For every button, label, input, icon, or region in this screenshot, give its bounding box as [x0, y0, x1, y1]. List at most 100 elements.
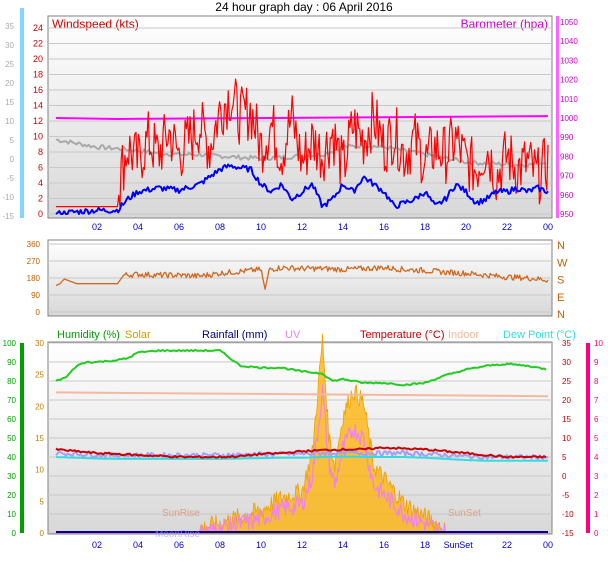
barometer-tick-label: 980 [560, 152, 574, 161]
wind-x-tick-label: 06 [174, 222, 184, 232]
lower-x-tick-label: 22 [502, 540, 512, 550]
lower-x-axis: 02 04 06 08 10 12 14 16 18 Sun Set 22 00 [92, 540, 553, 550]
wind-outer-tick-label: 5 [10, 136, 15, 145]
humidity-tick-label: 30 [7, 472, 16, 481]
wind-x-tick-label: 22 [502, 222, 512, 232]
sunrise-annotation: SunRise [162, 508, 200, 519]
barometer-tick-label: 1030 [560, 56, 578, 65]
rainfall-tick-label: 25 [35, 371, 44, 380]
rainfall-tick-label: 30 [35, 339, 44, 348]
temperature-tick-label: 10 [562, 434, 571, 443]
windspeed-tick-label: 2 [38, 194, 43, 204]
wind-outer-tick-label: -5 [7, 174, 15, 183]
barometer-tick-label: 1000 [560, 114, 578, 123]
temperature-tick-label: 15 [562, 415, 571, 424]
lower-annotations: SunRise MoonRise SunSet [155, 508, 481, 540]
barometer-tick-label: 960 [560, 191, 574, 200]
windspeed-tick-label: 10 [33, 132, 43, 142]
wind-outer-tick-label: -10 [2, 193, 14, 202]
humidity-tick-label: 40 [7, 453, 16, 462]
lower-legend-label: Solar [125, 329, 151, 341]
lower-x-tick-label: 04 [133, 540, 143, 550]
direction-series [55, 264, 549, 290]
lower-x-tick-label: 16 [379, 540, 389, 550]
barometer-tick-label: 1010 [560, 95, 578, 104]
wind-x-tick-label: 18 [420, 222, 430, 232]
uv-tick-label: 8 [594, 377, 599, 386]
uv-tick-label: 6 [594, 415, 599, 424]
humidity-tick-label: 10 [7, 510, 16, 519]
wind-average-line [55, 163, 549, 215]
direction-left-axis: 360 270 180 90 0 [27, 240, 41, 317]
humidity-tick-label: 60 [7, 415, 16, 424]
wind-outer-tick-label: 35 [5, 22, 14, 31]
windspeed-tick-label: 6 [38, 163, 43, 173]
uv-tick-label: 3 [594, 472, 599, 481]
lower-grid [48, 342, 552, 534]
direction-tick-label: 0 [36, 308, 41, 317]
lower-panel: Humidity (%) Solar Rainfall (mm) UV Temperat… [3, 329, 604, 550]
compass-label: E [557, 292, 564, 304]
windspeed-tick-label: 16 [33, 85, 43, 95]
windspeed-tick-label: 22 [33, 39, 43, 49]
wind-x-tick-label: 20 [461, 222, 471, 232]
lower-legend-label: UV [285, 329, 301, 341]
barometer-tick-label: 970 [560, 172, 574, 181]
windspeed-tick-label: 24 [33, 23, 43, 33]
uv-tick-label: 7 [594, 396, 599, 405]
windspeed-tick-label: 14 [33, 101, 43, 111]
wind-x-tick-label: 12 [297, 222, 307, 232]
temperature-tick-label: -10 [562, 510, 574, 519]
wind-gust-line [56, 78, 549, 208]
apparent-temperature-line [55, 449, 549, 461]
direction-grid [48, 243, 552, 313]
uv-tick-label: 1 [594, 510, 599, 519]
wind-series [55, 78, 549, 215]
temperature-tick-label: -5 [562, 491, 570, 500]
chart-title: 24 hour graph day : 06 April 2016 [215, 0, 393, 14]
temperature-tick-label: 5 [562, 453, 567, 462]
temperature-tick-label: -15 [562, 529, 574, 538]
wind-outer-tick-label: -15 [2, 212, 14, 221]
humidity-tick-label: 0 [12, 529, 17, 538]
rainfall-tick-label: 10 [35, 466, 44, 475]
wind-left-outer-axis: 35 30 25 20 15 10 5 0 -5 -10 -15 [2, 8, 24, 221]
lower-x-tick-label: 02 [92, 540, 102, 550]
windspeed-tick-label: 8 [38, 147, 43, 157]
lower-legend-label: Humidity (%) [57, 329, 120, 341]
lower-x-tick-label: 08 [215, 540, 225, 550]
lower-x-tick-label: 12 [297, 540, 307, 550]
barometer-tick-label: 1040 [560, 37, 578, 46]
barometer-label: Barometer (hpa) [461, 17, 548, 31]
direction-tick-label: 90 [31, 291, 40, 300]
windspeed-tick-label: 18 [33, 70, 43, 80]
windspeed-tick-label: 4 [38, 178, 43, 188]
lower-legend-label: Temperature (°C) [360, 329, 444, 341]
humidity-tick-label: 50 [7, 434, 16, 443]
lower-legend: Humidity (%) Solar Rainfall (mm) UV Temperat… [57, 329, 576, 341]
barometer-tick-label: 1020 [560, 76, 578, 85]
humidity-axis-bar [20, 343, 24, 533]
lower-series [55, 333, 549, 534]
uv-axis-bar [586, 343, 590, 533]
temperature-tick-label: 35 [562, 339, 571, 348]
compass-label: N [557, 309, 565, 321]
direction-tick-label: 270 [27, 257, 41, 266]
barometer-axis-bar [556, 16, 559, 218]
compass-label: S [557, 275, 564, 287]
wind-x-axis: 02 04 06 08 10 12 14 16 18 20 22 00 [92, 222, 553, 232]
lower-x-tick-label: 18 [420, 540, 430, 550]
wind-x-tick-label: 00 [543, 222, 553, 232]
uv-tick-label: 5 [594, 434, 599, 443]
windspeed-label: Windspeed (kts) [52, 17, 139, 31]
uv-tick-label: 0 [594, 529, 599, 538]
lower-x-tick-label: Sun [444, 540, 460, 550]
wind-outer-tick-label: 30 [5, 41, 14, 50]
humidity-line [55, 348, 547, 387]
temperature-tick-label: 30 [562, 358, 571, 367]
barometer-tick-label: 1050 [560, 18, 578, 27]
uv-tick-label: 9 [594, 358, 599, 367]
